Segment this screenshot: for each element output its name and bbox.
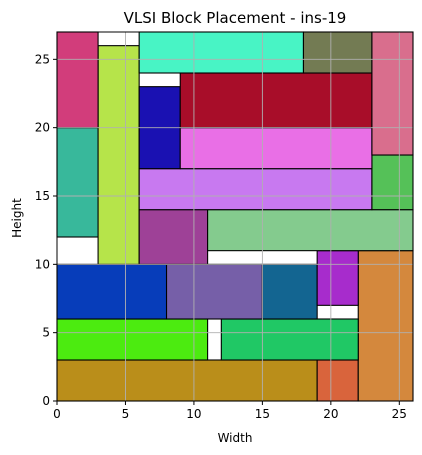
block-9 (317, 251, 358, 306)
x-tick-label: 20 (323, 407, 338, 421)
block-4 (57, 319, 208, 360)
block-14 (139, 169, 372, 210)
block-1 (57, 360, 317, 401)
block-17 (180, 128, 372, 169)
y-axis-label: Height (10, 198, 24, 238)
block-10 (57, 128, 98, 237)
y-tick-label: 5 (42, 326, 50, 340)
block-22 (372, 32, 413, 155)
y-tick-label: 10 (35, 257, 50, 271)
block-3 (358, 251, 413, 401)
x-tick-label: 10 (186, 407, 201, 421)
block-12 (139, 210, 207, 265)
y-tick-label: 15 (35, 189, 50, 203)
block-15 (372, 155, 413, 210)
y-tick-label: 20 (35, 121, 50, 135)
block-21 (303, 32, 371, 73)
blocks-layer (57, 32, 413, 401)
block-8 (262, 264, 317, 319)
block-11 (98, 46, 139, 265)
x-tick-label: 5 (122, 407, 130, 421)
block-20 (139, 32, 303, 73)
block-5 (221, 319, 358, 360)
block-2 (317, 360, 358, 401)
x-tick-label: 15 (255, 407, 270, 421)
y-tick-label: 0 (42, 394, 50, 408)
chart-title: VLSI Block Placement - ins-19 (124, 9, 347, 27)
x-tick-label: 25 (392, 407, 407, 421)
block-6 (57, 264, 167, 319)
block-19 (57, 32, 98, 128)
block-18 (180, 73, 372, 128)
x-tick-label: 0 (53, 407, 61, 421)
y-tick-label: 25 (35, 52, 50, 66)
block-7 (167, 264, 263, 319)
x-axis-label: Width (218, 431, 253, 445)
block-13 (208, 210, 413, 251)
